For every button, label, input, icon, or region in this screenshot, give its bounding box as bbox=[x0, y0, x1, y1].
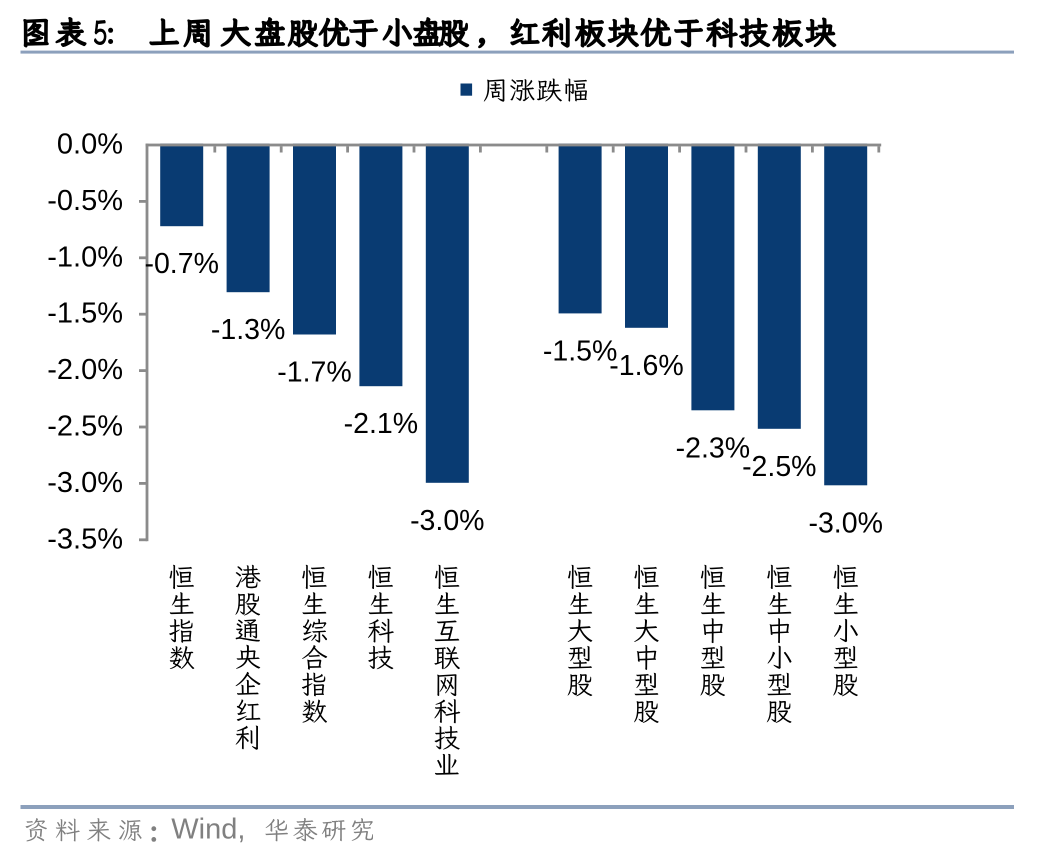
svg-text:-3.0%: -3.0% bbox=[47, 467, 123, 499]
svg-text:-3.0%: -3.0% bbox=[410, 505, 484, 537]
svg-text:-2.5%: -2.5% bbox=[47, 411, 123, 443]
svg-text:-1.0%: -1.0% bbox=[47, 241, 123, 273]
svg-text:-3.0%: -3.0% bbox=[808, 507, 882, 539]
svg-text:-0.5%: -0.5% bbox=[47, 185, 123, 217]
svg-text:-3.5%: -3.5% bbox=[47, 523, 123, 555]
svg-text:-1.5%: -1.5% bbox=[47, 298, 123, 330]
svg-text:-1.7%: -1.7% bbox=[277, 357, 351, 389]
svg-text:-1.6%: -1.6% bbox=[609, 350, 683, 382]
svg-text:-2.0%: -2.0% bbox=[47, 354, 123, 386]
svg-text:-2.3%: -2.3% bbox=[676, 432, 750, 464]
svg-text:Wind,: Wind, bbox=[171, 813, 245, 845]
svg-text:-1.3%: -1.3% bbox=[211, 314, 285, 346]
svg-text:-2.5%: -2.5% bbox=[742, 451, 816, 483]
svg-text:-2.1%: -2.1% bbox=[344, 408, 418, 440]
svg-text:-1.5%: -1.5% bbox=[543, 335, 617, 367]
svg-text:0.0%: 0.0% bbox=[57, 129, 123, 161]
svg-text:-0.7%: -0.7% bbox=[144, 248, 218, 280]
